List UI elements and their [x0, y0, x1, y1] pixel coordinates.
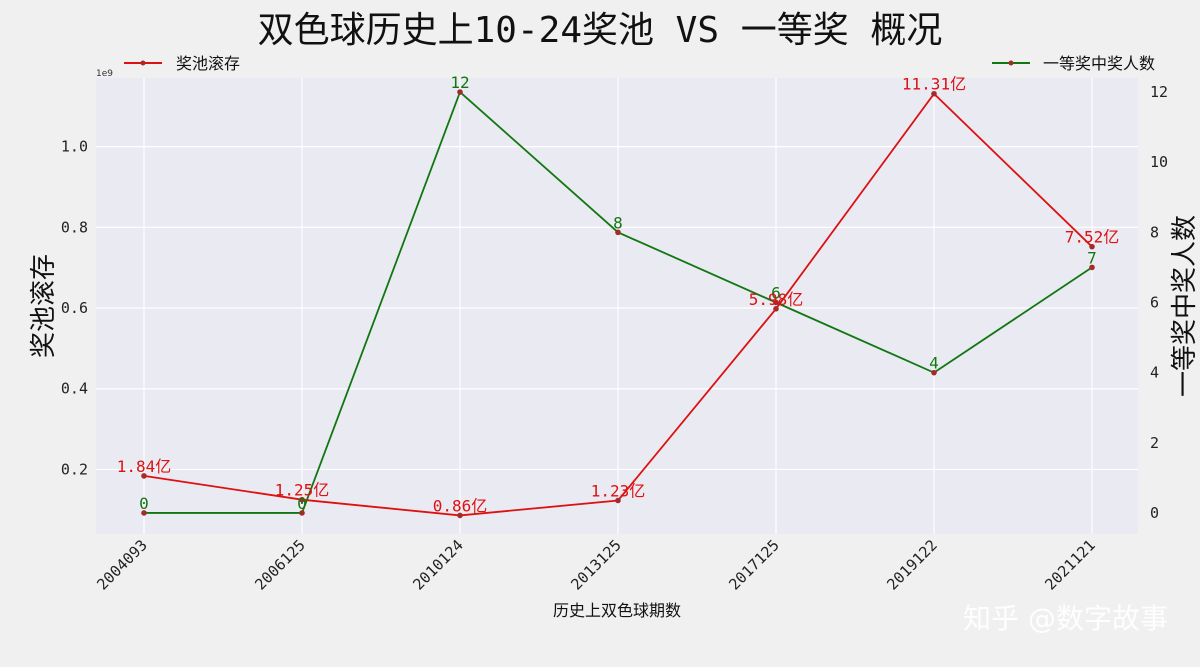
x-tick-label: 2017125	[725, 536, 782, 593]
y-left-tick-label: 0.4	[61, 380, 88, 398]
y-left-tick-label: 0.8	[61, 218, 88, 236]
data-point-0	[615, 497, 621, 504]
data-label-1: 4	[929, 354, 939, 373]
data-point-1	[615, 229, 621, 236]
y-right-tick-label: 8	[1150, 223, 1159, 241]
y-right-tick-label: 2	[1150, 434, 1159, 452]
legend-prize-pool: 奖池滚存	[124, 54, 240, 73]
plot-area	[96, 78, 1138, 534]
data-label-0: 11.31亿	[902, 75, 966, 94]
y-left-tick-label: 0.6	[61, 299, 88, 317]
legend-prize-pool-label: 奖池滚存	[176, 54, 240, 73]
data-point-0	[457, 512, 463, 519]
data-point-1	[299, 510, 305, 516]
data-label-1: 12	[450, 73, 469, 92]
watermark: 知乎 @数字故事	[963, 602, 1168, 635]
y-right-tick-label: 4	[1150, 364, 1159, 382]
data-point-1	[141, 510, 147, 516]
data-label-0: 7.52亿	[1065, 228, 1120, 247]
data-point-1	[931, 369, 937, 376]
data-label-1: 7	[1087, 248, 1097, 267]
y-axis-right-label: 一等奖中奖人数	[1170, 215, 1200, 397]
x-tick-label: 2004093	[93, 536, 150, 593]
data-point-0	[299, 496, 305, 503]
legend-winners: 一等奖中奖人数	[992, 54, 1155, 73]
right-axis-ticks: 0 2 4 6 8 10 12	[1150, 83, 1168, 522]
left-axis-multiplier: 1e9	[96, 69, 113, 79]
series-layer: 0 0 12 8 6 4 7 1.84亿 1.25亿 0.86亿 1.23亿 5.98亿 11.31亿 7…	[117, 73, 1120, 519]
y-right-tick-label: 6	[1150, 293, 1159, 311]
data-label-1: 6	[771, 283, 781, 302]
data-label-1: 0	[297, 494, 307, 513]
data-point-0	[773, 306, 779, 312]
data-label-0: 5.98亿	[749, 290, 804, 309]
y-left-tick-label: 1.0	[61, 138, 88, 156]
data-label-0: 0.86亿	[433, 496, 488, 515]
grid	[96, 78, 1138, 534]
x-tick-label: 2021121	[1041, 536, 1098, 593]
legend-winners-label: 一等奖中奖人数	[1043, 54, 1155, 73]
data-label-0: 1.23亿	[591, 482, 646, 501]
left-axis-ticks: 0.2 0.4 0.6 0.8 1.0	[61, 138, 88, 479]
x-tick-label: 2019122	[883, 536, 940, 593]
data-point-0	[931, 90, 937, 97]
data-label-1: 8	[613, 213, 623, 232]
data-point-1	[457, 89, 463, 95]
legend-winners-marker	[1008, 60, 1014, 66]
data-label-0: 1.25亿	[275, 481, 330, 500]
y-left-tick-label: 0.2	[61, 460, 88, 478]
legend-prize-pool-marker	[140, 60, 146, 66]
data-label-0: 1.84亿	[117, 457, 172, 476]
x-tick-label: 2010124	[409, 536, 466, 593]
data-point-1	[1089, 264, 1095, 271]
chart-title: 双色球历史上10-24奖池 VS 一等奖 概况	[258, 10, 943, 51]
y-right-tick-label: 0	[1150, 504, 1159, 522]
y-right-tick-label: 12	[1150, 83, 1168, 101]
data-label-1: 0	[139, 494, 149, 513]
x-axis-label: 历史上双色球期数	[553, 601, 681, 620]
y-axis-left-label: 奖池滚存	[29, 254, 59, 358]
x-tick-label: 2013125	[567, 536, 624, 593]
data-point-0	[1089, 243, 1095, 250]
x-tick-label: 2006125	[251, 536, 308, 593]
data-point-1	[773, 299, 779, 306]
data-point-0	[141, 473, 147, 479]
x-axis-ticks: 2004093 2006125 2010124 2013125 2017125 20191…	[93, 536, 1098, 593]
y-right-tick-label: 10	[1150, 153, 1168, 171]
